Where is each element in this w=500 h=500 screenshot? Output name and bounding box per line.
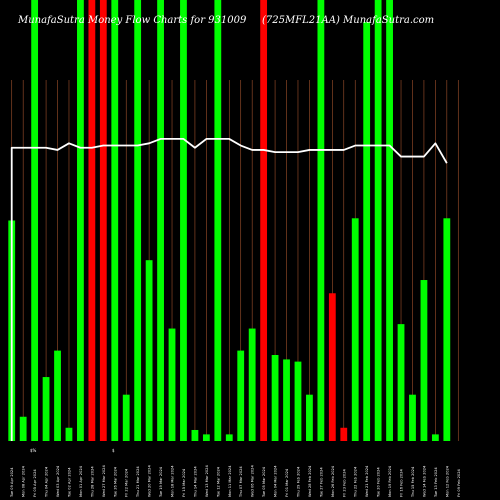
bar-28 bbox=[328, 293, 336, 441]
x-tick-label-18: Tue 12 Mar 2024 bbox=[216, 466, 220, 498]
x-tick-labels: Tue 09 Apr 2024 Mon 08 Apr 2024 Fri 05 Apr… bbox=[10, 465, 461, 498]
bar-11 bbox=[134, 0, 142, 441]
x-tick-label-26: Wed 28 Feb 2024 bbox=[308, 465, 312, 497]
x-tick-label-0: Tue 09 Apr 2024 bbox=[10, 467, 14, 498]
x-tick-label-28: Mon 26 Feb 2024 bbox=[331, 465, 335, 497]
x-tick-label-22: Tue 05 Mar 2024 bbox=[262, 466, 266, 498]
x-tick-label-5: Tue 02 Apr 2024 bbox=[67, 467, 71, 498]
chart-title-left: MunafaSutra Money Flow Charts for 931009 bbox=[17, 15, 247, 26]
x-tick-label-12: Wed 20 Mar 2024 bbox=[148, 465, 152, 497]
bar-4 bbox=[54, 350, 61, 441]
bar-14 bbox=[168, 328, 176, 441]
bar-9 bbox=[111, 0, 119, 441]
bar-16 bbox=[191, 429, 199, 441]
bar-12 bbox=[145, 260, 153, 441]
x-tick-label-24: Fri 01 Mar 2024 bbox=[285, 468, 289, 497]
bar-6 bbox=[77, 0, 84, 441]
x-tick-label-34: Fri 16 Feb 2024 bbox=[400, 468, 404, 497]
x-tick-label-11: Thu 21 Mar 2024 bbox=[136, 466, 140, 498]
x-tick-label-17: Wed 13 Mar 2024 bbox=[205, 465, 209, 497]
bar-21 bbox=[248, 328, 256, 441]
money-flow-line bbox=[10, 138, 448, 441]
bar-1 bbox=[19, 416, 27, 441]
x-tick-label-3: Thu 04 Apr 2024 bbox=[45, 466, 49, 498]
line-layer bbox=[10, 138, 448, 441]
bar-8 bbox=[99, 0, 107, 441]
x-tick-label-7: Thu 28 Mar 2024 bbox=[90, 466, 94, 498]
x-tick-label-39: Fri 09 Feb 2024 bbox=[457, 468, 461, 497]
bar-17 bbox=[202, 434, 210, 441]
bar-30 bbox=[351, 218, 359, 441]
x-tick-label-38: Mon 12 Feb 2024 bbox=[445, 465, 449, 497]
bar-37 bbox=[431, 434, 439, 441]
marker-label-2: $ bbox=[112, 448, 115, 453]
x-tick-label-8: Wed 27 Mar 2024 bbox=[102, 465, 106, 497]
x-tick-label-14: Mon 18 Mar 2024 bbox=[171, 465, 175, 497]
x-tick-label-25: Thu 29 Feb 2024 bbox=[296, 466, 300, 498]
bar-26 bbox=[306, 394, 313, 441]
bar-34 bbox=[397, 324, 405, 441]
x-tick-label-29: Fri 23 Feb 2024 bbox=[342, 468, 346, 497]
x-tick-label-19: Mon 11 Mar 2024 bbox=[228, 465, 232, 497]
bar-25 bbox=[294, 361, 302, 441]
bar-33 bbox=[386, 0, 393, 441]
x-tick-label-37: Tue 13 Feb 2024 bbox=[434, 467, 438, 498]
chart-title-right: (725MFL21AA) MunafaSutra.com bbox=[262, 15, 434, 26]
bar-38 bbox=[443, 218, 451, 441]
bar-18 bbox=[214, 0, 222, 441]
bar-layer bbox=[8, 0, 451, 442]
bar-23 bbox=[271, 355, 279, 441]
bar-20 bbox=[237, 350, 245, 441]
x-tick-label-9: Tue 26 Mar 2024 bbox=[113, 466, 117, 498]
x-tick-label-13: Tue 19 Mar 2024 bbox=[159, 466, 163, 498]
bar-22 bbox=[260, 0, 268, 441]
bar-27 bbox=[317, 0, 325, 441]
marker-label-1: $% bbox=[30, 448, 37, 453]
x-tick-label-31: Wed 21 Feb 2024 bbox=[365, 465, 369, 497]
bar-10 bbox=[122, 394, 130, 441]
bar-36 bbox=[420, 280, 428, 441]
x-tick-label-15: Fri 15 Mar 2024 bbox=[182, 468, 186, 497]
x-tick-label-1: Mon 08 Apr 2024 bbox=[22, 465, 26, 497]
bar-3 bbox=[42, 377, 50, 441]
x-tick-label-20: Thu 07 Mar 2024 bbox=[239, 466, 243, 498]
x-tick-label-27: Tue 27 Feb 2024 bbox=[319, 467, 323, 498]
x-tick-label-2: Fri 05 Apr 2024 bbox=[33, 469, 37, 497]
bar-35 bbox=[409, 394, 416, 441]
bar-31 bbox=[363, 22, 371, 442]
bar-13 bbox=[157, 0, 164, 441]
x-tick-label-33: Mon 19 Feb 2024 bbox=[388, 465, 392, 497]
x-tick-label-30: Thu 22 Feb 2024 bbox=[354, 466, 358, 498]
bar-2 bbox=[31, 0, 39, 441]
x-tick-label-36: Wed 14 Feb 2024 bbox=[422, 465, 426, 497]
x-tick-label-23: Mon 04 Mar 2024 bbox=[274, 465, 278, 497]
bar-29 bbox=[340, 427, 348, 441]
bar-15 bbox=[180, 0, 187, 441]
x-tick-label-10: Fri 22 Mar 2024 bbox=[125, 468, 129, 497]
bar-19 bbox=[225, 434, 233, 441]
bar-32 bbox=[374, 0, 382, 441]
bar-5 bbox=[65, 427, 73, 441]
x-tick-label-4: Wed 03 Apr 2024 bbox=[56, 465, 60, 497]
bar-24 bbox=[283, 359, 290, 441]
x-tick-label-32: Tue 20 Feb 2024 bbox=[377, 467, 381, 498]
x-tick-label-6: Mon 01 Apr 2024 bbox=[79, 465, 83, 497]
x-tick-label-35: Thu 15 Feb 2024 bbox=[411, 466, 415, 498]
bar-7 bbox=[88, 0, 96, 441]
x-tick-label-16: Thu 14 Mar 2024 bbox=[193, 466, 197, 498]
x-tick-label-21: Wed 06 Mar 2024 bbox=[251, 465, 255, 497]
